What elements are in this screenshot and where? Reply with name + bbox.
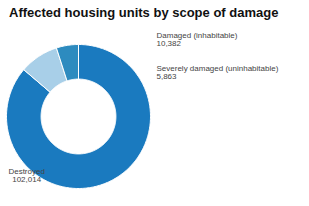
html-text:Affected housing units by scop: Affected housing units by scope of damag… <box>9 5 279 20</box>
svg-text:Destroyed102,014: Destroyed102,014 <box>8 167 44 184</box>
svg-text:Severely damaged (uninhabitabl: Severely damaged (uninhabitable)5,863 <box>157 64 279 81</box>
svg-text:Damaged (inhabitable)10,382: Damaged (inhabitable)10,382 <box>157 31 238 48</box>
